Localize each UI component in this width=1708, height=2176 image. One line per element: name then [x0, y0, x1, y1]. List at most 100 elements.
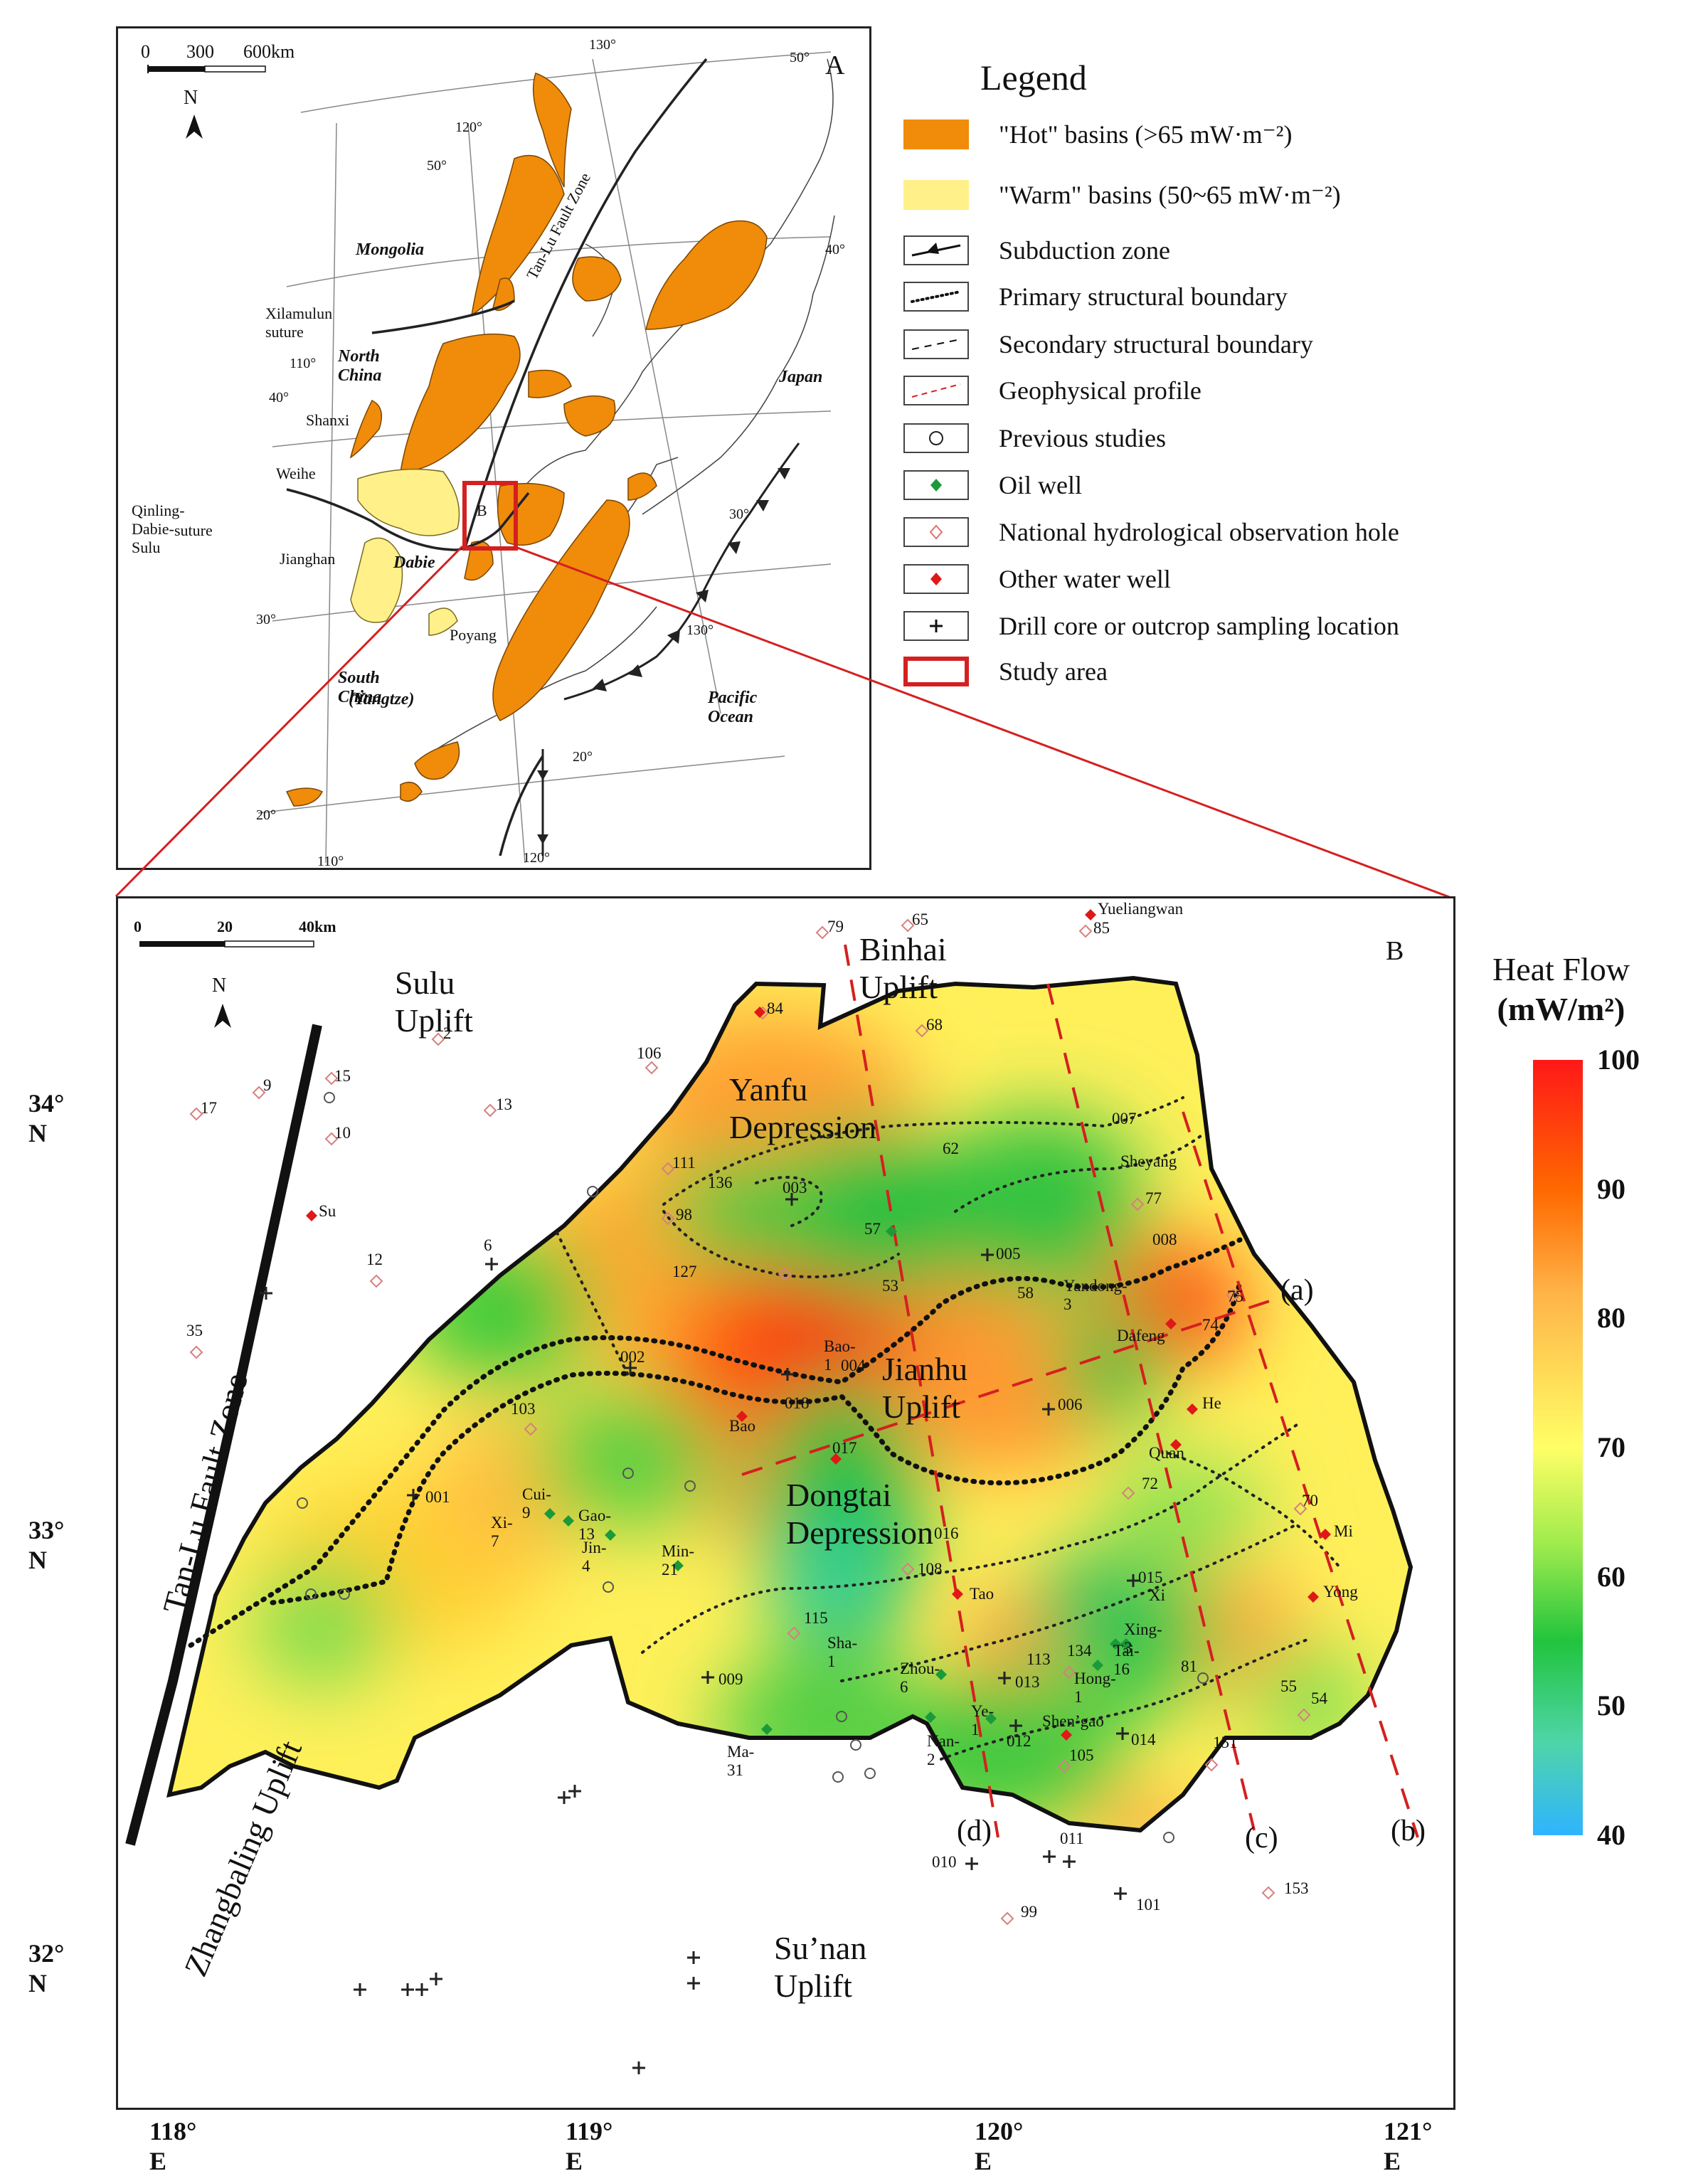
station-label: 153	[1284, 1879, 1309, 1897]
station-label: Shen’gao	[1042, 1712, 1104, 1730]
lon-label: 130°	[686, 622, 714, 638]
lat-label: 50°	[427, 158, 447, 174]
station-label: 81	[1181, 1657, 1197, 1675]
legend-label-study: Study area	[999, 657, 1108, 686]
station-label: 134	[1067, 1642, 1092, 1660]
station-label: 101	[1136, 1896, 1161, 1914]
legend-row-previous: Previous studies	[903, 421, 1166, 455]
heat-flow-title-line1: Heat Flow	[1492, 951, 1630, 987]
station-label: 013	[1015, 1673, 1040, 1691]
place-south-china: South China	[338, 669, 382, 706]
heat-flow-tick: 40	[1597, 1819, 1625, 1851]
previous-study-icon	[903, 423, 969, 453]
subduction-teeth	[537, 468, 790, 844]
station-label: 84	[767, 999, 783, 1017]
legend-label-oil: Oil well	[999, 471, 1082, 499]
oil-well-markers	[544, 1226, 1132, 1735]
station-label: 85	[1093, 919, 1110, 937]
legend-label-primary: Primary structural boundary	[999, 282, 1288, 311]
lon-label: 110°	[317, 854, 344, 869]
place-b-label: B	[477, 501, 487, 519]
previous-study-markers	[297, 1092, 1209, 1843]
heat-flow-tick: 50	[1597, 1689, 1625, 1722]
legend-label-warm: "Warm" basins (50~65 mW·m⁻²)	[999, 181, 1341, 209]
station-label: 005	[996, 1245, 1021, 1263]
hot-basin-swatch	[903, 120, 969, 149]
primary-boundaries	[188, 1237, 1243, 1648]
heat-flow-tick: 60	[1597, 1560, 1625, 1593]
station-label: 99	[1021, 1903, 1037, 1921]
lat-label: 20°	[573, 749, 593, 765]
axis-lat-34: 34° N	[28, 1089, 65, 1147]
geophysical-profile-icon	[903, 376, 969, 405]
station-label: 58	[1017, 1284, 1034, 1302]
station-label: Sha-1	[827, 1634, 858, 1670]
profile-d: (d)	[957, 1815, 992, 1847]
other-water-well-markers	[306, 909, 1331, 1741]
scale-b-20: 20	[217, 918, 233, 935]
place-qinling: Qinling-Dabie-Sulu	[132, 501, 185, 556]
region-binhai: Binhai Uplift	[859, 931, 947, 1005]
lon-label: 120°	[455, 120, 482, 135]
station-label: Gao-13	[578, 1507, 611, 1543]
profile-c: (c)	[1245, 1822, 1278, 1854]
station-label: 2	[443, 1024, 452, 1042]
geophysical-profiles	[741, 944, 1419, 1838]
panel-b-heat-flow-map	[116, 896, 1455, 2110]
legend-row-subduction: Subduction zone	[903, 233, 1170, 267]
station-label: Yong	[1323, 1583, 1358, 1601]
station-label: Xi-7	[491, 1514, 513, 1550]
station-label: 12	[366, 1251, 383, 1268]
station-label: 001	[425, 1488, 450, 1506]
station-label: Bao-1	[824, 1337, 856, 1374]
station-label: 13	[496, 1095, 512, 1113]
north-label: N	[184, 87, 198, 109]
station-label: 68	[926, 1016, 943, 1034]
drill-core-icon	[903, 611, 969, 641]
panel-a-scale-bar	[147, 65, 266, 73]
station-label: 10	[334, 1124, 351, 1142]
legend-label-national: National hydrological observation hole	[999, 518, 1399, 546]
lon-label: 130°	[589, 37, 616, 53]
region-dongtai: Dongtai Depression	[786, 1477, 933, 1551]
overview-map-svg	[147, 51, 835, 864]
station-label: 98	[676, 1206, 692, 1224]
region-yanfu: Yanfu Depression	[729, 1071, 876, 1145]
heat-flow-tick: 100	[1597, 1044, 1640, 1076]
legend-label-previous: Previous studies	[999, 424, 1167, 452]
station-label: Hong-1	[1074, 1670, 1116, 1706]
station-label: 62	[943, 1140, 959, 1157]
station-label: 65	[912, 911, 928, 928]
place-dabie: Dabie	[393, 553, 435, 572]
national-hole-icon	[903, 517, 969, 547]
place-xilamulun: Xilamulun suture	[265, 304, 333, 341]
station-label: 004	[841, 1357, 866, 1374]
heat-flow-title: Heat Flow (mW/m²)	[1492, 950, 1630, 1029]
station-label: 108	[918, 1560, 943, 1578]
region-sunan: Su’nan Uplift	[774, 1930, 867, 2004]
place-weihe: Weihe	[276, 465, 316, 482]
scale-b-0: 0	[134, 918, 142, 935]
legend-title: Legend	[980, 58, 1087, 97]
panel-a-overview-map	[116, 26, 871, 870]
station-label: 012	[1007, 1732, 1031, 1750]
station-label: 151	[1213, 1734, 1238, 1751]
station-label: 009	[718, 1670, 743, 1688]
legend-label-other-water: Other water well	[999, 565, 1171, 593]
station-label: Zhou-6	[900, 1660, 940, 1696]
subduction-icon	[903, 235, 969, 265]
place-mongolia: Mongolia	[356, 240, 425, 259]
station-label: 9	[263, 1076, 272, 1094]
legend-row-national: National hydrological observation hole	[903, 515, 1399, 549]
station-label: 77	[1145, 1189, 1162, 1207]
station-label: Yueliangwan	[1098, 900, 1184, 918]
scale-tick-300: 300	[186, 41, 214, 62]
station-label: 105	[1069, 1746, 1094, 1764]
station-label: 136	[708, 1174, 733, 1192]
station-label: 016	[934, 1524, 959, 1542]
lon-label: 110°	[290, 356, 317, 371]
panel-a-label: A	[825, 51, 845, 80]
legend-row-primary: Primary structural boundary	[903, 280, 1288, 314]
panel-a-north-arrow	[186, 115, 203, 139]
